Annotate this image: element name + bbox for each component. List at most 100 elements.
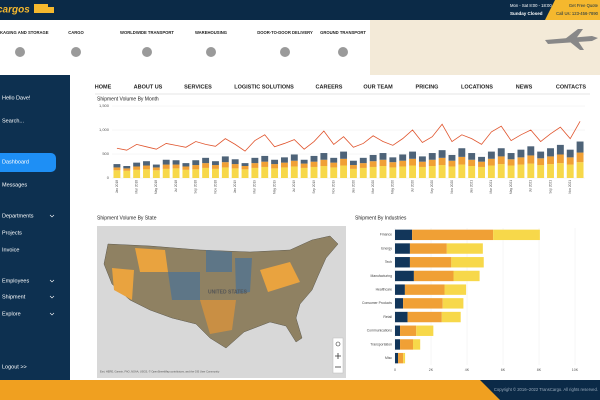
bar-segment xyxy=(113,164,121,168)
plane-body xyxy=(545,36,598,44)
bar-segment xyxy=(202,167,210,178)
x-tick-label: Jul 2021 xyxy=(529,180,533,192)
bar-segment xyxy=(182,169,190,178)
x-tick-label: Nov 2020 xyxy=(450,180,454,194)
nav-link[interactable]: LOCATIONS xyxy=(461,84,493,90)
x-tick-label: May 2021 xyxy=(509,180,513,194)
nav-link[interactable]: NEWS xyxy=(516,84,533,90)
bar-segment xyxy=(143,169,150,178)
nav-link[interactable]: SERVICES xyxy=(184,84,212,90)
zoom-in[interactable] xyxy=(335,353,341,359)
truck-icon xyxy=(48,7,54,13)
sidebar-item[interactable]: Logout >> xyxy=(2,364,27,370)
sidebar-item[interactable]: Messages xyxy=(2,182,27,188)
footer xyxy=(0,380,600,400)
nav-link[interactable]: ABOUT US xyxy=(134,84,163,90)
bar-segment xyxy=(395,257,410,268)
bar-segment xyxy=(231,159,239,165)
service-link[interactable]: PACKAGING AND STORAGE xyxy=(0,30,49,35)
bar-segment xyxy=(389,162,397,168)
state-region xyxy=(260,262,300,292)
service-link[interactable]: CARGO xyxy=(68,30,84,35)
bar-segment xyxy=(448,166,456,178)
bar-segment xyxy=(133,162,141,167)
line-series xyxy=(116,121,581,152)
bar-segment xyxy=(409,257,452,268)
nav-link[interactable]: LOGISTIC SOLUTIONS xyxy=(234,84,294,90)
bar-segment xyxy=(310,155,318,162)
bar-segment xyxy=(261,161,269,167)
bar-segment xyxy=(566,164,574,178)
quote[interactable]: Get Free Quote xyxy=(569,3,599,8)
x-tick-label: 10K xyxy=(572,368,579,372)
bar-segment xyxy=(478,161,485,167)
sidebar-item[interactable]: Projects xyxy=(2,230,22,236)
bar-segment xyxy=(123,168,131,171)
nav-link[interactable]: OUR TEAM xyxy=(363,84,393,90)
x-tick-label: Sep 2021 xyxy=(548,180,552,194)
bar-segment xyxy=(113,170,121,178)
bar-segment xyxy=(442,298,464,309)
sidebar-item[interactable]: Employees xyxy=(2,278,29,284)
bar-segment xyxy=(487,165,495,178)
sidebar-item[interactable]: Explore xyxy=(2,311,21,317)
bar-segment xyxy=(448,154,456,161)
y-tick-label: Retail xyxy=(383,315,392,319)
bar-segment xyxy=(395,229,413,241)
nav-link[interactable]: CONTACTS xyxy=(556,84,586,90)
chart-title: Shipment Volume By Month xyxy=(97,96,159,102)
sidebar xyxy=(0,75,70,380)
bar-segment xyxy=(404,284,445,295)
nav-link[interactable]: HOME xyxy=(95,84,112,90)
bar-segment xyxy=(418,156,426,162)
bar-segment xyxy=(290,166,298,178)
x-tick-label: Jul 2018 xyxy=(174,180,178,192)
bar-segment xyxy=(192,169,200,178)
x-tick-label: 2K xyxy=(429,368,434,372)
service-link[interactable]: WAREHOUSING xyxy=(195,30,227,35)
sidebar-item[interactable]: Invoice xyxy=(2,247,19,253)
y-tick-label: Consumer Products xyxy=(362,301,392,305)
service-link[interactable]: GROUND TRANSPORT xyxy=(320,30,366,35)
bar-segment xyxy=(507,165,515,178)
sidebar-item[interactable]: Shipment xyxy=(2,294,26,300)
bar-segment xyxy=(231,164,239,169)
bar-segment xyxy=(547,148,554,157)
bar-segment xyxy=(340,151,348,159)
sidebar-item[interactable]: Departments xyxy=(2,213,34,219)
bar-segment xyxy=(389,157,397,163)
bar-segment xyxy=(517,164,525,178)
bar-segment xyxy=(400,325,417,336)
search[interactable]: Search... xyxy=(2,118,24,124)
service-link[interactable]: DOOR-TO-DOOR DELIVERY xyxy=(257,30,313,35)
service-link[interactable]: WORLDWIDE TRANSPORT xyxy=(120,30,174,35)
bar-segment xyxy=(556,163,564,178)
bar-segment xyxy=(438,165,446,178)
bar-segment xyxy=(527,146,535,156)
zoom-home[interactable] xyxy=(335,341,341,347)
bar-segment xyxy=(241,163,249,166)
sidebar-item[interactable]: Dashboard xyxy=(2,159,29,165)
bar-segment xyxy=(379,153,387,160)
bar-segment xyxy=(458,148,466,157)
x-tick-label: 4K xyxy=(465,368,470,372)
y-tick-label: 0 xyxy=(107,175,110,180)
bar-segment xyxy=(123,170,131,178)
bar-segment xyxy=(487,158,495,166)
bar-segment xyxy=(487,151,495,159)
bar-segment xyxy=(478,156,485,162)
x-tick-label: 6K xyxy=(501,368,506,372)
bar-segment xyxy=(192,165,200,170)
nav-link[interactable]: PRICING xyxy=(416,84,439,90)
bar-segment xyxy=(409,165,417,178)
bar-segment xyxy=(418,161,426,167)
nav-link[interactable]: CAREERS xyxy=(316,84,343,90)
hero-image xyxy=(370,20,600,75)
x-tick-label: Jan 2018 xyxy=(115,180,119,193)
active-item xyxy=(0,153,56,172)
state-region xyxy=(235,258,252,294)
state-region xyxy=(112,268,134,300)
bar-segment xyxy=(162,164,170,169)
bar-segment xyxy=(330,162,338,168)
logo[interactable]: cargos xyxy=(0,5,30,16)
